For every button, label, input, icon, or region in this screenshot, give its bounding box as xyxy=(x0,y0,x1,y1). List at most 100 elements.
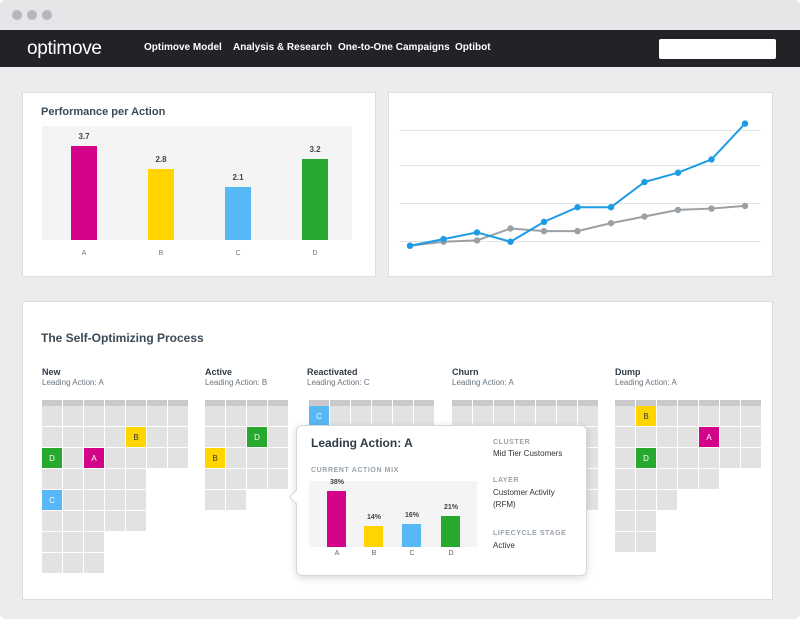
grid-cell[interactable] xyxy=(226,448,246,468)
grid-cell[interactable] xyxy=(226,469,246,489)
grid-cell[interactable] xyxy=(147,427,167,447)
grid-cell[interactable] xyxy=(741,427,761,447)
grid-cell[interactable] xyxy=(414,406,434,426)
grid-cell[interactable] xyxy=(84,553,104,573)
performance-bar-a[interactable] xyxy=(71,146,97,240)
grid-action-cell-b[interactable]: B xyxy=(636,406,656,426)
nav-analysis-research[interactable]: Analysis & Research xyxy=(233,42,332,53)
grid-cell[interactable] xyxy=(636,469,656,489)
grid-cell[interactable] xyxy=(168,427,188,447)
grid-cell[interactable] xyxy=(247,469,267,489)
grid-cell[interactable] xyxy=(42,469,62,489)
grid-cell[interactable] xyxy=(657,427,677,447)
grid-cell[interactable] xyxy=(678,448,698,468)
nav-one-to-one-campaigns[interactable]: One-to-One Campaigns xyxy=(338,42,450,53)
grid-cell[interactable] xyxy=(636,511,656,531)
grid-cell[interactable] xyxy=(42,406,62,426)
trend-point[interactable] xyxy=(641,213,648,220)
grid-cell[interactable] xyxy=(615,448,635,468)
grid-cell[interactable] xyxy=(657,469,677,489)
grid-cell[interactable] xyxy=(42,511,62,531)
trend-point[interactable] xyxy=(540,227,548,235)
grid-cell[interactable] xyxy=(657,448,677,468)
minimize-window-icon[interactable] xyxy=(27,10,37,20)
grid-cell[interactable] xyxy=(105,406,125,426)
grid-cell[interactable] xyxy=(636,532,656,552)
grid-cell[interactable] xyxy=(657,490,677,510)
grid-cell[interactable] xyxy=(578,406,598,426)
grid-cell[interactable] xyxy=(168,406,188,426)
trend-point[interactable] xyxy=(607,219,615,227)
grid-cell[interactable] xyxy=(268,469,288,489)
grid-cell[interactable] xyxy=(657,406,677,426)
grid-cell[interactable] xyxy=(678,427,698,447)
trend-point[interactable] xyxy=(708,205,715,212)
trend-point[interactable] xyxy=(507,238,514,245)
search-input[interactable] xyxy=(659,39,776,59)
grid-cell[interactable] xyxy=(205,406,225,426)
action-mix-bar-b[interactable] xyxy=(364,526,383,547)
grid-cell[interactable] xyxy=(393,406,413,426)
grid-cell[interactable] xyxy=(63,406,83,426)
grid-cell[interactable] xyxy=(330,406,350,426)
grid-cell[interactable] xyxy=(557,406,577,426)
action-mix-bar-c[interactable] xyxy=(402,523,421,547)
grid-cell[interactable] xyxy=(63,469,83,489)
trend-point[interactable] xyxy=(641,178,648,186)
grid-action-cell-a[interactable]: A xyxy=(84,448,104,468)
grid-cell[interactable] xyxy=(515,406,535,426)
trend-point[interactable] xyxy=(540,218,548,226)
trend-point[interactable] xyxy=(674,169,682,176)
grid-cell[interactable] xyxy=(126,448,146,468)
grid-cell[interactable] xyxy=(247,448,267,468)
grid-cell[interactable] xyxy=(84,490,104,510)
grid-cell[interactable] xyxy=(452,406,472,426)
grid-cell[interactable] xyxy=(636,427,656,447)
grid-cell[interactable] xyxy=(615,490,635,510)
grid-cell[interactable] xyxy=(615,406,635,426)
trend-point[interactable] xyxy=(607,204,615,211)
trend-point[interactable] xyxy=(406,242,414,249)
grid-cell[interactable] xyxy=(63,490,83,510)
grid-cell[interactable] xyxy=(105,511,125,531)
trend-point[interactable] xyxy=(674,206,682,214)
grid-cell[interactable] xyxy=(226,427,246,447)
grid-cell[interactable] xyxy=(494,406,514,426)
grid-cell[interactable] xyxy=(63,553,83,573)
grid-cell[interactable] xyxy=(84,406,104,426)
grid-cell[interactable] xyxy=(126,469,146,489)
action-mix-bar-d[interactable] xyxy=(441,516,460,547)
grid-cell[interactable] xyxy=(84,511,104,531)
trend-point[interactable] xyxy=(574,227,581,235)
grid-cell[interactable] xyxy=(63,427,83,447)
grid-cell[interactable] xyxy=(351,406,371,426)
grid-action-cell-a[interactable]: A xyxy=(699,427,719,447)
trend-point[interactable] xyxy=(741,120,749,127)
grid-cell[interactable] xyxy=(63,511,83,531)
grid-action-cell-c[interactable]: C xyxy=(42,490,62,510)
grid-cell[interactable] xyxy=(268,448,288,468)
performance-bar-d[interactable] xyxy=(302,158,328,240)
grid-cell[interactable] xyxy=(168,448,188,468)
grid-cell[interactable] xyxy=(126,511,146,531)
trend-point[interactable] xyxy=(473,229,481,236)
grid-cell[interactable] xyxy=(42,427,62,447)
grid-cell[interactable] xyxy=(720,427,740,447)
optimove-logo[interactable]: optimove xyxy=(27,38,102,59)
grid-cell[interactable] xyxy=(63,532,83,552)
maximize-window-icon[interactable] xyxy=(42,10,52,20)
grid-cell[interactable] xyxy=(105,490,125,510)
grid-action-cell-d[interactable]: D xyxy=(42,448,62,468)
grid-cell[interactable] xyxy=(720,406,740,426)
nav-optibot[interactable]: Optibot xyxy=(455,42,491,53)
grid-action-cell-d[interactable]: D xyxy=(247,427,267,447)
grid-cell[interactable] xyxy=(205,469,225,489)
grid-cell[interactable] xyxy=(247,406,267,426)
grid-cell[interactable] xyxy=(42,532,62,552)
nav-optimove-model[interactable]: Optimove Model xyxy=(144,42,222,53)
trend-point[interactable] xyxy=(741,202,749,210)
grid-cell[interactable] xyxy=(473,406,493,426)
grid-cell[interactable] xyxy=(678,406,698,426)
grid-cell[interactable] xyxy=(372,406,392,426)
grid-cell[interactable] xyxy=(84,532,104,552)
